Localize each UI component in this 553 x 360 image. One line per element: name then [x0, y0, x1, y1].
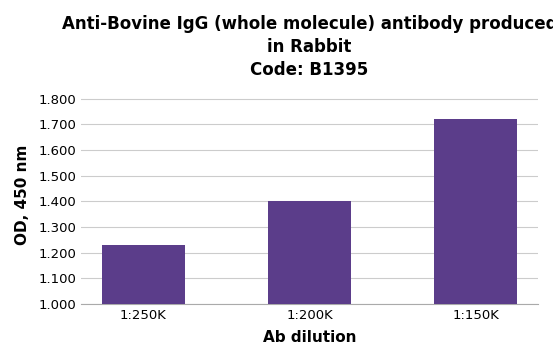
Bar: [102, 246, 185, 304]
Title: Anti-Bovine IgG (whole molecule) antibody produced
in Rabbit
Code: B1395: Anti-Bovine IgG (whole molecule) antibod…: [62, 15, 553, 79]
Bar: [434, 119, 517, 304]
Y-axis label: OD, 450 nm: OD, 450 nm: [15, 145, 30, 245]
X-axis label: Ab dilution: Ab dilution: [263, 330, 356, 345]
Bar: [268, 201, 351, 304]
